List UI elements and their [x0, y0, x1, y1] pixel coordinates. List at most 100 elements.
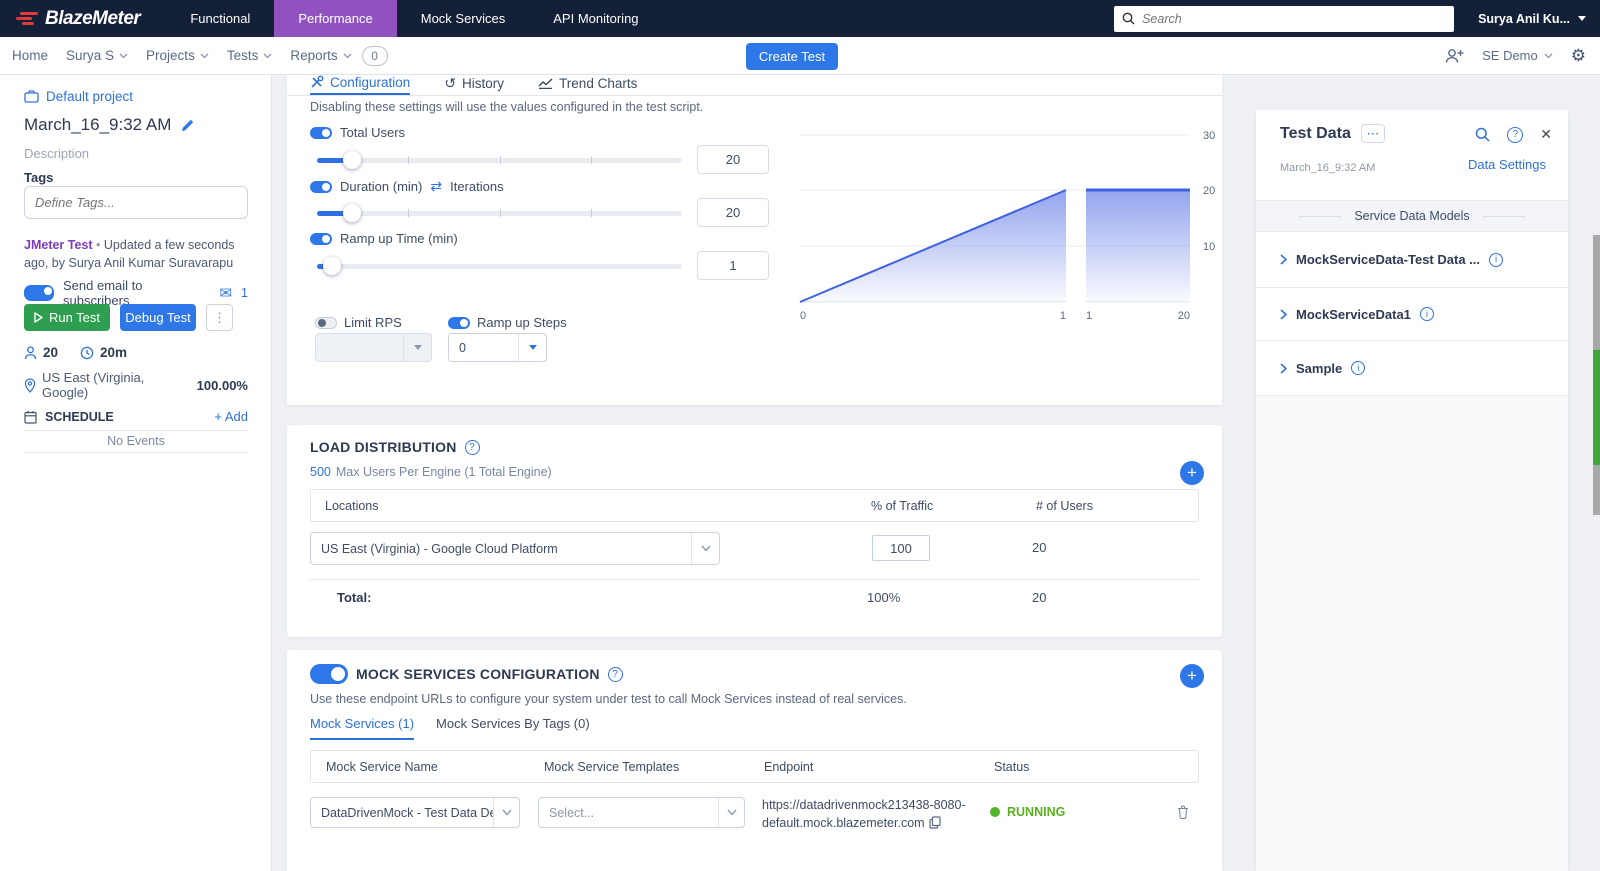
tags-input[interactable] [24, 186, 248, 219]
nav-mock-services[interactable]: Mock Services [420, 11, 506, 26]
data-settings-link[interactable]: Data Settings [1467, 157, 1546, 172]
total-users-slider[interactable] [317, 151, 682, 169]
test-tabs: Configuration ↺ History Trend Charts [287, 75, 1222, 96]
nav-performance[interactable]: Performance [274, 0, 397, 37]
limit-rps-toggle[interactable] [315, 316, 337, 329]
slider-handle[interactable] [342, 151, 361, 169]
info-icon[interactable]: i [1351, 361, 1366, 375]
location-select[interactable]: US East (Virginia) - Google Cloud Platfo… [310, 532, 720, 565]
global-search[interactable] [1114, 5, 1455, 32]
description-placeholder[interactable]: Description [24, 146, 90, 161]
model-row-1[interactable]: MockServiceData-Test Data ... i [1256, 232, 1568, 288]
run-test-button[interactable]: Run Test [24, 304, 110, 331]
breadcrumb-reports[interactable]: Reports [290, 48, 352, 63]
xtick-p2-1: 1 [1086, 310, 1092, 322]
slider-handle[interactable] [322, 257, 341, 275]
copy-icon[interactable] [928, 816, 941, 829]
tab-configuration[interactable]: Configuration [310, 75, 411, 95]
test-meta: JMeter Test • Updated a few seconds ago,… [24, 236, 252, 272]
breadcrumb-tests[interactable]: Tests [227, 48, 273, 63]
project-link[interactable]: Default project [24, 89, 133, 104]
model-row-2[interactable]: MockServiceData1 i [1256, 288, 1568, 341]
nav-api-monitoring[interactable]: API Monitoring [553, 11, 639, 26]
search-icon[interactable] [1475, 127, 1490, 142]
test-stats: 20 20m [24, 345, 127, 360]
iterations-label[interactable]: Iterations [450, 179, 504, 194]
help-icon[interactable]: ? [1507, 126, 1524, 143]
email-toggle[interactable] [24, 285, 54, 301]
ramp-steps-toggle[interactable] [448, 316, 470, 329]
duration-input[interactable] [697, 198, 769, 227]
col-users: # of Users [1036, 499, 1093, 513]
rampup-slider[interactable] [317, 257, 682, 275]
tab-mock-services[interactable]: Mock Services (1) [310, 716, 415, 740]
help-icon[interactable]: ? [464, 439, 480, 455]
ramp-steps-stepper[interactable]: 0 [448, 333, 547, 362]
test-data-menu-button[interactable]: ⋯ [1360, 124, 1385, 143]
configuration-card: Configuration ↺ History Trend Charts Dis… [287, 75, 1222, 405]
schedule-header: SCHEDULE + Add [24, 409, 248, 424]
model-row-3[interactable]: Sample i [1256, 341, 1568, 396]
tab-trend-charts[interactable]: Trend Charts [538, 75, 637, 95]
status-dot-icon [990, 807, 1000, 817]
location-name: US East (Virginia, Google) [42, 370, 145, 400]
chevron-right-icon[interactable] [1280, 362, 1287, 374]
debug-test-button[interactable]: Debug Test [120, 304, 196, 331]
nav-functional[interactable]: Functional [190, 11, 251, 26]
mock-name-select[interactable]: DataDrivenMock - Test Data De... [310, 797, 520, 828]
add-mock-service-button[interactable]: + [1180, 664, 1204, 688]
limit-rps-label-row: Limit RPS [315, 315, 402, 330]
user-menu[interactable]: Surya Anil Ku... [1454, 0, 1600, 37]
mock-services-title: MOCK SERVICES CONFIGURATION ? [310, 664, 623, 684]
add-location-button[interactable]: + [1180, 461, 1204, 485]
endpoint-url: https://datadrivenmock213438-8080- defau… [762, 798, 966, 831]
trash-icon[interactable] [1177, 805, 1189, 819]
duration-label-row: Duration (min) ⇄ Iterations [310, 178, 504, 195]
blazemeter-logo[interactable]: BlazeMeter [0, 0, 166, 37]
product-nav: Functional Performance Mock Services API… [166, 0, 662, 37]
help-icon[interactable]: ? [607, 666, 623, 682]
more-options-button[interactable]: ⋮ [206, 304, 233, 331]
total-users-input[interactable] [697, 145, 769, 174]
divider [310, 579, 1199, 580]
total-users-value: 20 [1032, 590, 1047, 605]
envelope-icon[interactable]: ✉ [219, 285, 233, 302]
chevron-right-icon[interactable] [1280, 254, 1287, 265]
create-test-button[interactable]: Create Test [746, 43, 838, 70]
total-users-toggle[interactable] [310, 126, 332, 139]
chevron-down-icon [343, 51, 352, 60]
user-name: Surya Anil Ku... [1478, 11, 1570, 26]
mock-template-select[interactable]: Select... [538, 797, 745, 828]
workspace-selector[interactable]: SE Demo [1482, 48, 1553, 63]
reports-count-badge[interactable]: 0 [361, 45, 388, 66]
info-icon[interactable]: i [1489, 252, 1503, 267]
rampup-label: Ramp up Time (min) [340, 231, 458, 246]
search-input[interactable] [1142, 11, 1447, 26]
chevron-right-icon[interactable] [1280, 308, 1287, 320]
slider-handle[interactable] [342, 204, 361, 222]
schedule-add-link[interactable]: + Add [214, 409, 248, 424]
breadcrumb-account[interactable]: Surya S [66, 48, 128, 63]
info-icon[interactable]: i [1419, 307, 1434, 321]
invite-user-icon[interactable] [1444, 48, 1464, 64]
breadcrumb-projects[interactable]: Projects [146, 48, 209, 63]
breadcrumb-home[interactable]: Home [12, 48, 49, 63]
tab-history[interactable]: ↺ History [444, 74, 505, 91]
rampup-toggle[interactable] [310, 232, 332, 245]
gear-icon[interactable]: ⚙ [1570, 46, 1586, 65]
swap-icon[interactable]: ⇄ [430, 178, 443, 194]
tab-mock-services-by-tags[interactable]: Mock Services By Tags (0) [436, 716, 590, 731]
duration-toggle[interactable] [310, 180, 332, 193]
limit-rps-select[interactable] [315, 333, 432, 362]
test-type-link[interactable]: JMeter Test [24, 238, 93, 252]
model-name: Sample [1296, 360, 1343, 376]
divider [24, 452, 248, 453]
page-scrollbar-marker[interactable] [1593, 350, 1600, 465]
close-icon[interactable]: ✕ [1540, 126, 1552, 142]
rampup-input[interactable] [697, 251, 769, 280]
edit-pencil-icon[interactable] [180, 118, 195, 133]
duration-slider[interactable] [317, 204, 682, 222]
mock-services-toggle[interactable] [310, 664, 348, 684]
max-users-link[interactable]: 500 [310, 465, 331, 479]
traffic-percent-input[interactable] [872, 535, 930, 561]
